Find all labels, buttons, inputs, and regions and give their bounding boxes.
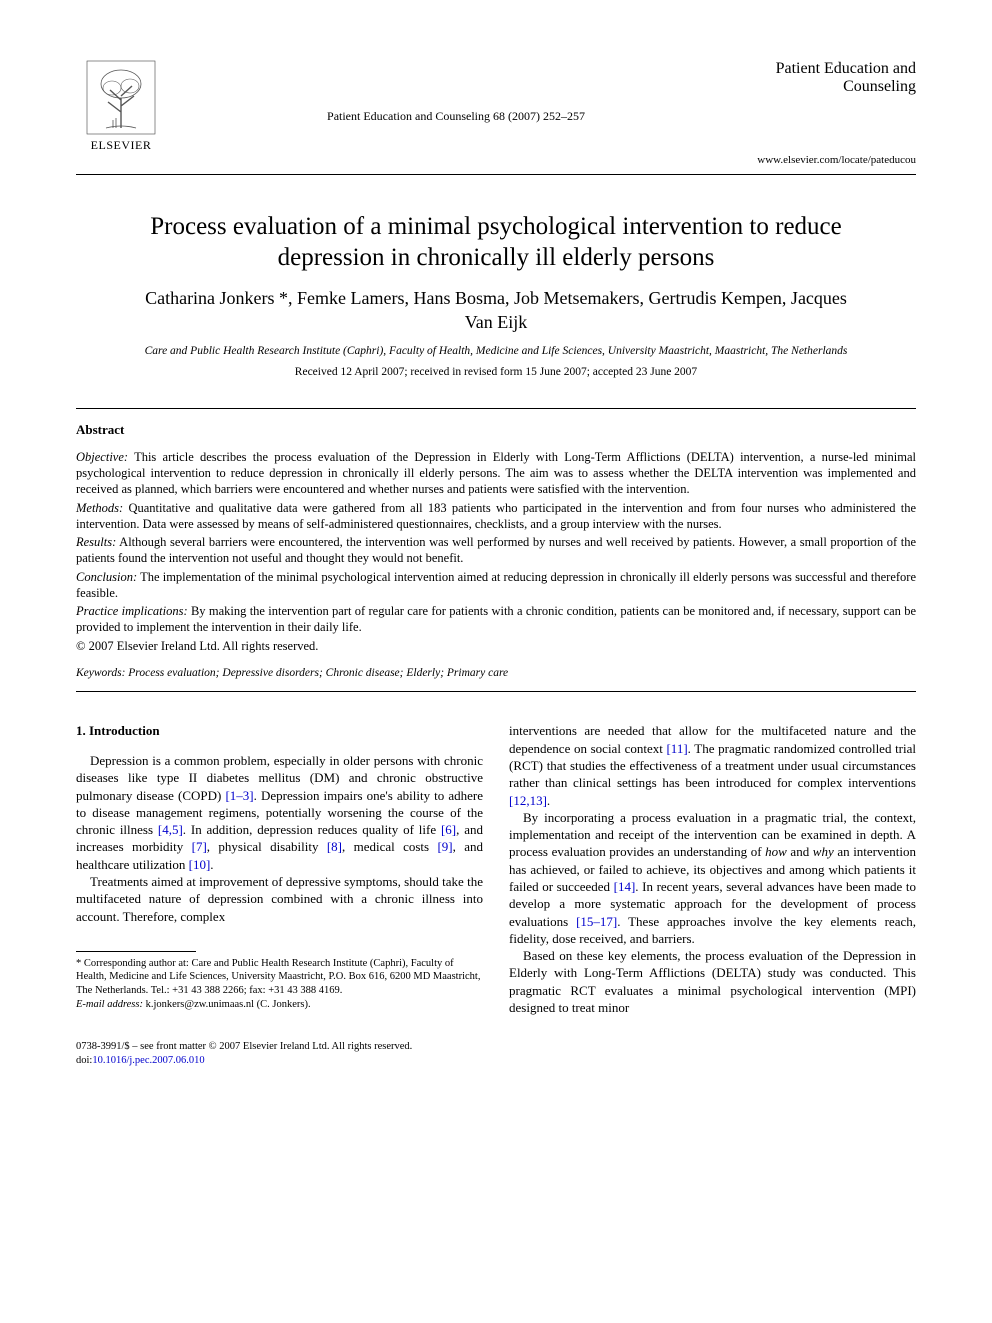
doi-line: doi:10.1016/j.pec.2007.06.010 [76,1054,916,1068]
conclusion-text: The implementation of the minimal psycho… [76,570,916,600]
journal-block: Patient Education and Counseling www.els… [746,60,916,168]
abstract-methods: Methods: Quantitative and qualitative da… [76,500,916,533]
objective-label: Objective: [76,450,128,464]
citation[interactable]: [1–3] [225,788,253,803]
footer: 0738-3991/$ – see front matter © 2007 El… [76,1040,916,1068]
abstract-top-rule [76,408,916,409]
conclusion-label: Conclusion: [76,570,137,584]
copyright: © 2007 Elsevier Ireland Ltd. All rights … [76,638,916,654]
intro-para-4: By incorporating a process evaluation in… [509,809,916,947]
methods-text: Quantitative and qualitative data were g… [76,501,916,531]
body-columns: 1. Introduction Depression is a common p… [76,722,916,1016]
header-rule [76,174,916,175]
abstract-heading: Abstract [76,421,916,439]
results-text: Although several barriers were encounter… [76,535,916,565]
doi-link[interactable]: 10.1016/j.pec.2007.06.010 [92,1055,204,1066]
intro-para-3: interventions are needed that allow for … [509,722,916,808]
right-column: interventions are needed that allow for … [509,722,916,1016]
page: ELSEVIER Patient Education and Counselin… [0,0,992,1109]
publisher-label: ELSEVIER [91,137,152,153]
elsevier-tree-icon [86,60,156,135]
section-1-heading: 1. Introduction [76,722,483,740]
keywords-label: Keywords: [76,667,125,679]
abstract-practice: Practice implications: By making the int… [76,603,916,636]
results-label: Results: [76,535,116,549]
abstract-results: Results: Although several barriers were … [76,534,916,567]
authors-text: Catharina Jonkers *, Femke Lamers, Hans … [145,288,847,331]
citation[interactable]: [15–17] [576,914,617,929]
article-title: Process evaluation of a minimal psycholo… [116,211,876,274]
keywords-text: Process evaluation; Depressive disorders… [128,667,508,679]
citation[interactable]: [9] [437,839,452,854]
header: ELSEVIER Patient Education and Counselin… [76,60,916,168]
abstract-body: Objective: This article describes the pr… [76,449,916,654]
abstract-bottom-rule [76,691,916,692]
email-address[interactable]: k.jonkers@zw.unimaas.nl (C. Jonkers). [146,999,311,1010]
authors: Catharina Jonkers *, Femke Lamers, Hans … [136,287,856,334]
abstract-objective: Objective: This article describes the pr… [76,449,916,498]
email-label: E-mail address: [76,999,143,1010]
citation[interactable]: [10] [189,857,211,872]
intro-para-1: Depression is a common problem, especial… [76,752,483,873]
journal-url[interactable]: www.elsevier.com/locate/pateducou [746,153,916,168]
journal-reference: Patient Education and Counseling 68 (200… [166,60,746,124]
corresponding-author-footnote: * Corresponding author at: Care and Publ… [76,957,483,998]
citation[interactable]: [6] [441,822,456,837]
doi-label: doi: [76,1055,92,1066]
keywords: Keywords: Process evaluation; Depressive… [76,666,916,682]
journal-title: Patient Education and Counseling [746,60,916,97]
article-dates: Received 12 April 2007; received in revi… [76,365,916,381]
intro-para-2: Treatments aimed at improvement of depre… [76,873,483,925]
abstract-conclusion: Conclusion: The implementation of the mi… [76,569,916,602]
citation[interactable]: [11] [666,741,687,756]
publisher-block: ELSEVIER [76,60,166,153]
practice-text: By making the intervention part of regul… [76,604,916,634]
citation[interactable]: [14] [614,879,636,894]
intro-para-5: Based on these key elements, the process… [509,947,916,1016]
citation[interactable]: [12,13] [509,793,547,808]
citation[interactable]: [7] [192,839,207,854]
issn-line: 0738-3991/$ – see front matter © 2007 El… [76,1040,916,1054]
left-column: 1. Introduction Depression is a common p… [76,722,483,1016]
objective-text: This article describes the process evalu… [76,450,916,497]
email-footnote: E-mail address: k.jonkers@zw.unimaas.nl … [76,998,483,1012]
footnote-rule [76,951,196,952]
practice-label: Practice implications: [76,604,188,618]
methods-label: Methods: [76,501,123,515]
citation[interactable]: [8] [327,839,342,854]
affiliation: Care and Public Health Research Institut… [136,344,856,359]
citation[interactable]: [4,5] [158,822,183,837]
